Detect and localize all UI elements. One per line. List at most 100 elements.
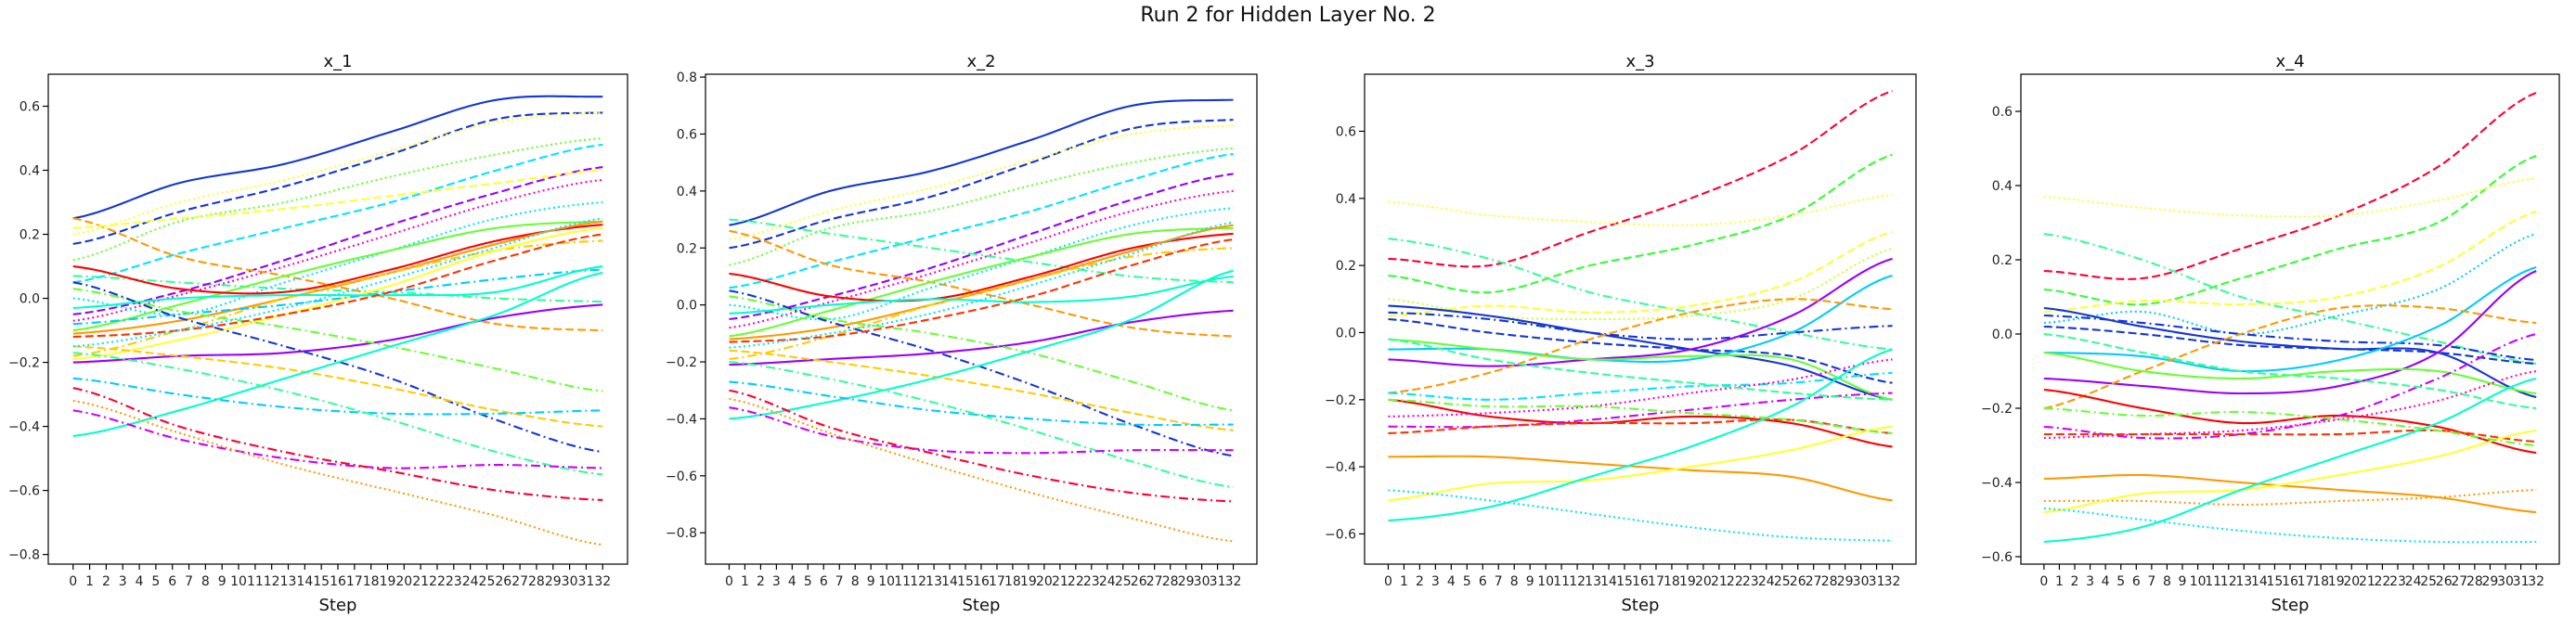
series-line-19 bbox=[729, 349, 1234, 431]
x-tick-label: 16 bbox=[2282, 574, 2298, 589]
series-line-1 bbox=[72, 95, 603, 220]
series-line-22 bbox=[1388, 489, 1893, 542]
x-tick-label: 5 bbox=[1463, 574, 1471, 589]
series-line-29 bbox=[72, 217, 603, 348]
series-line-28 bbox=[72, 233, 603, 339]
series-line-26 bbox=[729, 238, 1234, 343]
x-tick-label: 20 bbox=[1695, 574, 1712, 589]
series-line-7 bbox=[2043, 306, 2537, 399]
x-tick-label: 15 bbox=[2267, 574, 2284, 589]
x-tick-label: 29 bbox=[1837, 574, 1854, 589]
x-tick-label: 25 bbox=[479, 574, 496, 589]
series-line-5 bbox=[729, 152, 1234, 289]
series-line-16 bbox=[1388, 358, 1893, 418]
x-tick-label: 26 bbox=[1131, 574, 1147, 589]
x-tick-label: 20 bbox=[1036, 574, 1053, 589]
subplot-title: x_2 bbox=[966, 52, 995, 71]
x-tick-label: 3 bbox=[2086, 574, 2094, 589]
x-tick-label: 3 bbox=[772, 574, 781, 589]
series-line-27 bbox=[729, 221, 1234, 349]
x-tick-label: 16 bbox=[1632, 574, 1649, 589]
y-tick-label: 0.6 bbox=[1336, 124, 1356, 139]
series-line-13 bbox=[1388, 338, 1893, 401]
x-tick-label: 12 bbox=[264, 574, 280, 589]
x-tick-label: 26 bbox=[2436, 574, 2453, 589]
series-line-18 bbox=[729, 289, 1234, 457]
x-tick-label: 8 bbox=[1510, 574, 1519, 589]
x-tick-label: 14 bbox=[2251, 574, 2268, 589]
x-tick-label: 16 bbox=[330, 574, 346, 589]
x-tick-label: 4 bbox=[136, 574, 144, 589]
series-line-17 bbox=[729, 295, 1234, 412]
x-tick-label: 1 bbox=[1400, 574, 1408, 589]
x-tick-label: 15 bbox=[313, 574, 330, 589]
series-line-9 bbox=[2043, 325, 2537, 366]
series-line-11 bbox=[1388, 274, 1893, 364]
x-axis-label: Step bbox=[319, 596, 357, 615]
y-tick-label: −0.2 bbox=[666, 355, 697, 370]
x-tick-label: 17 bbox=[1648, 574, 1664, 589]
x-tick-label: 9 bbox=[867, 574, 875, 589]
x-tick-label: 4 bbox=[2102, 574, 2110, 589]
figure-title: Run 2 for Hidden Layer No. 2 bbox=[1140, 4, 1436, 27]
y-tick-label: 0.0 bbox=[19, 292, 40, 307]
y-tick-label: −0.4 bbox=[666, 412, 697, 427]
x-tick-label: 13 bbox=[280, 574, 297, 589]
series-line-16 bbox=[72, 268, 603, 326]
y-tick-label: −0.8 bbox=[8, 548, 40, 563]
x-tick-label: 6 bbox=[168, 574, 176, 589]
x-tick-label: 22 bbox=[1068, 574, 1084, 589]
series-line-12 bbox=[729, 232, 1234, 302]
series-line-2 bbox=[72, 111, 603, 245]
y-tick-label: 0.2 bbox=[1336, 259, 1356, 274]
y-tick-label: −0.6 bbox=[666, 469, 697, 484]
series-line-25 bbox=[729, 397, 1234, 543]
series-line-14 bbox=[1388, 371, 1893, 401]
x-tick-label: 31 bbox=[1869, 574, 1885, 589]
x-tick-label: 10 bbox=[1537, 574, 1554, 589]
series-line-24 bbox=[72, 352, 603, 476]
x-tick-label: 26 bbox=[1790, 574, 1806, 589]
x-tick-label: 14 bbox=[1600, 574, 1617, 589]
x-tick-label: 25 bbox=[1115, 574, 1132, 589]
series-line-22 bbox=[2043, 507, 2537, 544]
x-tick-label: 23 bbox=[1742, 574, 1759, 589]
y-tick-label: −0.6 bbox=[8, 484, 40, 499]
x-tick-label: 23 bbox=[1083, 574, 1100, 589]
series-line-22 bbox=[72, 271, 603, 438]
y-tick-label: −0.6 bbox=[1981, 550, 2013, 565]
x-tick-label: 24 bbox=[2405, 574, 2422, 589]
x-tick-label: 26 bbox=[495, 574, 511, 589]
series-line-23 bbox=[72, 377, 603, 416]
series-line-6 bbox=[729, 173, 1234, 321]
y-tick-label: 0.0 bbox=[677, 299, 697, 314]
y-tick-label: 0.4 bbox=[1992, 179, 2013, 194]
series-line-21 bbox=[2043, 377, 2537, 544]
series-line-2 bbox=[729, 119, 1234, 250]
series-line-13 bbox=[2043, 351, 2537, 395]
x-tick-label: 24 bbox=[1099, 574, 1116, 589]
series-line-7 bbox=[72, 166, 603, 315]
x-tick-label: 1 bbox=[2055, 574, 2064, 589]
series-line-20 bbox=[729, 269, 1234, 420]
axes-frame bbox=[705, 73, 1258, 565]
subplot-title: x_3 bbox=[1625, 52, 1654, 71]
x-tick-label: 7 bbox=[185, 574, 193, 589]
x-tick-label: 2 bbox=[757, 574, 765, 589]
y-tick-label: −0.2 bbox=[1325, 393, 1356, 408]
x-tick-label: 6 bbox=[820, 574, 828, 589]
x-tick-label: 1 bbox=[741, 574, 749, 589]
x-tick-label: 11 bbox=[1553, 574, 1570, 589]
x-tick-label: 8 bbox=[2163, 574, 2171, 589]
series-line-10 bbox=[2043, 266, 2537, 373]
series-line-12 bbox=[1388, 298, 1893, 394]
series-line-11 bbox=[729, 226, 1234, 338]
subplot-x3: −0.6−0.4−0.20.00.20.40.60 1 2 3 4 5 6 7 8 9 10 11 12… bbox=[1325, 52, 1917, 615]
series-line-8 bbox=[729, 218, 1234, 284]
x-tick-label: 7 bbox=[835, 574, 844, 589]
series-line-4 bbox=[72, 136, 603, 262]
series-line-5 bbox=[2043, 210, 2537, 314]
series-line-6 bbox=[1388, 248, 1893, 321]
series-line-25 bbox=[72, 409, 603, 469]
x-tick-label: 19 bbox=[1679, 574, 1696, 589]
